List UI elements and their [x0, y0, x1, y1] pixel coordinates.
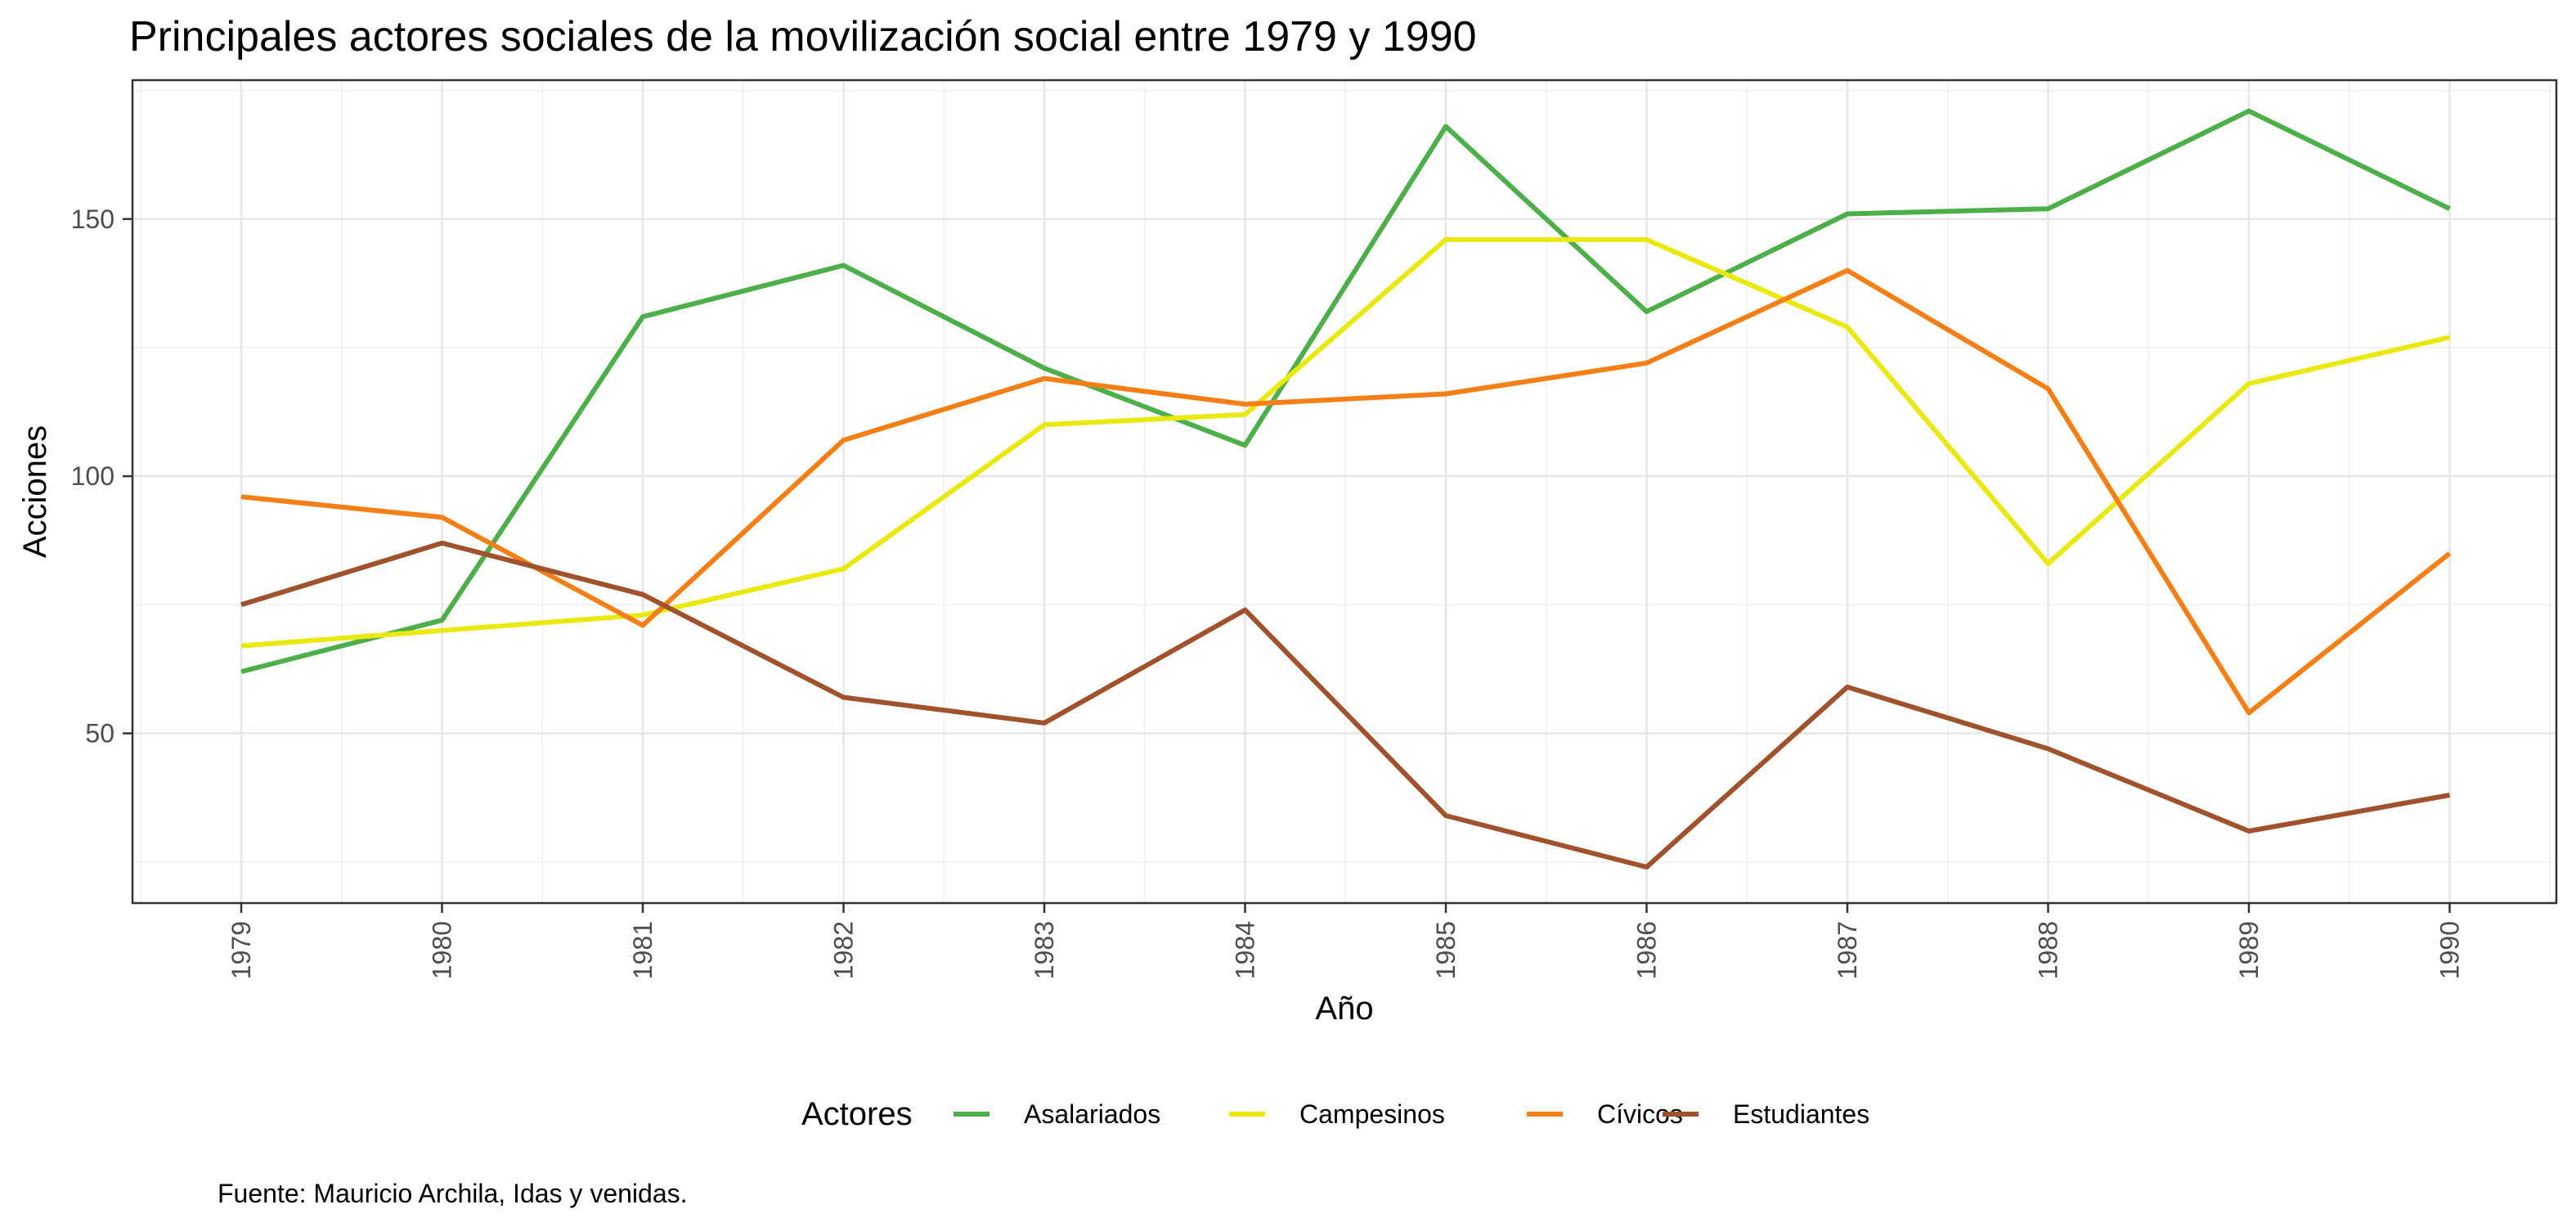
y-axis: 50 100 150 — [71, 204, 132, 748]
legend-label: Asalariados — [1024, 1099, 1160, 1129]
y-axis-title: Acciones — [17, 425, 53, 558]
x-tick-label: 1988 — [2034, 921, 2063, 979]
y-tick-label: 100 — [71, 461, 114, 491]
x-tick-label: 1989 — [2234, 921, 2264, 979]
x-axis: 1979 1980 1981 1982 1983 1984 1985 1986 1987 1988… — [227, 903, 2465, 979]
legend-label: Campesinos — [1299, 1099, 1445, 1129]
y-tick-label: 150 — [71, 204, 114, 234]
x-tick-label: 1985 — [1431, 921, 1461, 979]
x-tick-label: 1983 — [1030, 921, 1059, 979]
panel-border — [131, 79, 2558, 905]
x-tick-label: 1982 — [829, 921, 859, 979]
major-gridlines — [132, 80, 2556, 903]
x-tick-label: 1981 — [628, 921, 657, 979]
series-lines — [240, 108, 2452, 870]
x-tick-label: 1986 — [1632, 921, 1662, 979]
series-line-campesinos — [240, 236, 2451, 649]
x-tick-label: 1979 — [227, 921, 256, 979]
x-tick-label: 1984 — [1231, 921, 1260, 979]
x-axis-title: Año — [1315, 991, 1373, 1027]
x-tick-label: 1987 — [1833, 921, 1862, 979]
legend: Actores Asalariados Campesinos Cívicos Estu… — [801, 1096, 1869, 1132]
legend-label: Estudiantes — [1733, 1099, 1869, 1129]
minor-gridlines — [132, 80, 2556, 903]
series-line-civicos — [240, 267, 2452, 716]
legend-title: Actores — [801, 1096, 913, 1132]
series-line-asalariados — [240, 108, 2451, 675]
y-tick-label: 50 — [85, 719, 114, 748]
x-tick-label: 1990 — [2435, 921, 2465, 979]
chart-title: Principales actores sociales de la movil… — [129, 13, 1477, 61]
chart-caption: Fuente: Mauricio Archila, Idas y venidas… — [218, 1179, 688, 1208]
x-tick-label: 1980 — [428, 921, 457, 979]
series-line-estudiantes — [240, 540, 2451, 870]
legend-items: Asalariados Campesinos Cívicos Estudiantes — [954, 1099, 1869, 1129]
